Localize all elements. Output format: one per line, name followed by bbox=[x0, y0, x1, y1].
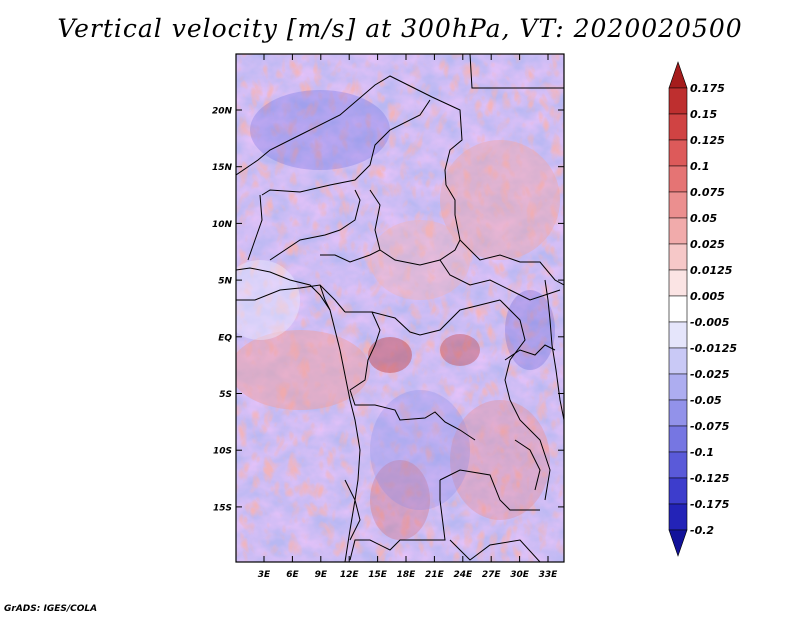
lon-tick-label: 15E bbox=[368, 570, 388, 580]
colorbar-segment bbox=[668, 139, 688, 167]
lat-tick-label: 5S bbox=[219, 390, 232, 400]
grads-credit: GrADS: IGES/COLA bbox=[4, 604, 98, 614]
longitude-axis: 3E 6E 9E 12E 15E 18E 21E 24E 27E 30E 33E bbox=[258, 54, 558, 580]
colorbar-label: -0.075 bbox=[690, 420, 730, 433]
colorbar-label: 0.005 bbox=[690, 290, 725, 303]
colorbar-label: 0.175 bbox=[690, 82, 725, 95]
colorbar-segment bbox=[668, 217, 688, 245]
colorbar-label: -0.0125 bbox=[690, 342, 737, 355]
lat-tick-label: 15N bbox=[212, 163, 233, 173]
colorbar-label: -0.1 bbox=[690, 446, 714, 459]
lon-tick-label: 21E bbox=[425, 570, 445, 580]
lon-tick-label: 9E bbox=[315, 570, 328, 580]
colorbar-segment bbox=[668, 243, 688, 271]
colorbar-segment bbox=[668, 399, 688, 427]
lon-tick-label: 18E bbox=[397, 570, 417, 580]
colorbar-label: 0.025 bbox=[690, 238, 725, 251]
colorbar-segment bbox=[668, 295, 688, 323]
map-frame bbox=[235, 53, 565, 563]
lat-tick-label: 10S bbox=[213, 447, 232, 457]
lat-tick-label: 5N bbox=[218, 277, 232, 287]
lon-tick-label: 30E bbox=[510, 570, 530, 580]
colorbar-segment bbox=[668, 191, 688, 219]
lon-tick-label: 27E bbox=[482, 570, 502, 580]
colorbar-segment bbox=[668, 503, 688, 531]
colorbar-label: -0.125 bbox=[690, 472, 730, 485]
colorbar-segment bbox=[668, 451, 688, 479]
velocity-field bbox=[236, 54, 564, 562]
lon-tick-label: 6E bbox=[286, 570, 299, 580]
colorbar-label: 0.05 bbox=[690, 212, 717, 225]
colorbar-segment bbox=[668, 165, 688, 193]
lat-tick-label: 15S bbox=[213, 503, 232, 513]
colorbar-segment bbox=[668, 87, 688, 115]
lon-tick-label: 24E bbox=[453, 570, 473, 580]
colorbar-segment bbox=[668, 477, 688, 505]
lon-tick-label: 12E bbox=[340, 570, 360, 580]
lon-tick-label: 33E bbox=[539, 570, 559, 580]
colorbar-label: 0.125 bbox=[690, 134, 725, 147]
colorbar-label: -0.2 bbox=[690, 524, 714, 537]
colorbar-segment bbox=[668, 529, 688, 557]
lat-tick-label: 10N bbox=[212, 220, 233, 230]
colorbar-segment bbox=[668, 425, 688, 453]
lat-tick-label: 20N bbox=[212, 107, 233, 117]
colorbar-segment bbox=[668, 113, 688, 141]
chart-title: Vertical velocity [m/s] at 300hPa, VT: 2… bbox=[57, 14, 743, 43]
colorbar-label: -0.025 bbox=[690, 368, 730, 381]
colorbar-label: 0.1 bbox=[690, 160, 710, 173]
lat-tick-label: EQ bbox=[218, 333, 232, 343]
colorbar-segment bbox=[668, 321, 688, 349]
colorbar-label: -0.005 bbox=[690, 316, 730, 329]
colorbar-segment bbox=[668, 347, 688, 375]
latitude-axis: 20N 15N 10N 5N EQ 5S 10S 15S bbox=[212, 107, 564, 513]
colorbar-label: 0.15 bbox=[690, 108, 717, 121]
colorbar-label: -0.175 bbox=[690, 498, 730, 511]
colorbar-segment bbox=[668, 269, 688, 297]
lon-tick-label: 3E bbox=[258, 570, 271, 580]
colorbar-label: 0.075 bbox=[690, 186, 725, 199]
colorbar-label: -0.05 bbox=[690, 394, 722, 407]
colorbar-segment bbox=[668, 373, 688, 401]
colorbar-label: 0.0125 bbox=[690, 264, 733, 277]
colorbar: 0.175 0.15 0.125 0.1 0.075 0.05 0.025 0.0125 0.0… bbox=[668, 61, 737, 557]
colorbar-segment bbox=[668, 61, 688, 89]
